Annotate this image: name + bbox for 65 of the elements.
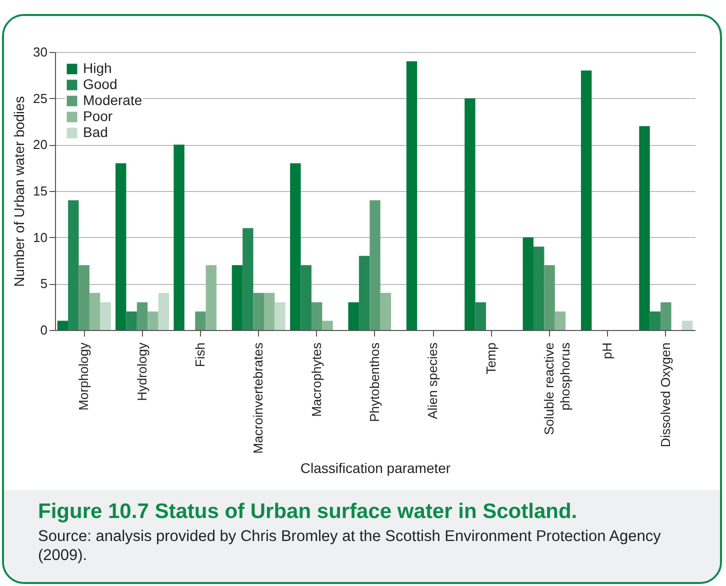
bar: [206, 265, 217, 330]
bar: [89, 292, 100, 330]
y-tick-label: 25: [33, 90, 48, 106]
bar: [158, 292, 170, 330]
text: Figure 10.7 Status of Urban surface water in Scotland.: [38, 500, 578, 524]
legend-label: Poor: [83, 108, 113, 124]
bar: [148, 311, 158, 330]
bar: [232, 265, 243, 330]
bar: [311, 302, 322, 330]
bar: [253, 292, 264, 330]
bar: [464, 98, 476, 330]
x-tick-label: Morphology: [76, 342, 92, 410]
bar: [300, 265, 312, 330]
bar: [348, 302, 359, 330]
bar: [290, 163, 301, 330]
y-tick-label: 10: [33, 230, 48, 245]
bar: [380, 292, 392, 330]
bar: [126, 311, 137, 330]
bar: [57, 320, 68, 330]
x-tick-label: Temp: [483, 342, 498, 374]
source-note: Source: analysis provided by Chris Bromley at the Scottish Environment Protection Agency (2009).: [38, 527, 662, 565]
bar: [682, 320, 693, 330]
bar: [274, 302, 286, 330]
x-tick-label: Alien species: [425, 342, 440, 420]
bar: [242, 228, 254, 330]
x-axis-title: Classification parameter: [300, 460, 451, 476]
legend-label: Good: [83, 76, 118, 92]
bar: [358, 256, 370, 330]
x-tick-label: Macroinvertebrates: [250, 342, 266, 454]
bar: [68, 200, 79, 330]
x-tick-label: Hydrology: [134, 342, 150, 402]
bar: [639, 126, 650, 330]
x-tick-label: Dissolved Oxygen: [658, 342, 673, 448]
legend-label: High: [83, 60, 112, 76]
bar: [195, 311, 206, 330]
bar: [100, 302, 111, 330]
x-tick-label: Fish: [192, 342, 208, 368]
x-tick-label: Phytobenthos: [367, 342, 382, 422]
y-tick-label: 0: [40, 322, 48, 338]
bar: [522, 237, 534, 330]
legend-label: Bad: [83, 124, 108, 140]
bar: [116, 163, 126, 330]
bar: [174, 144, 184, 330]
y-tick-label: 15: [33, 184, 48, 198]
y-tick-label: 5: [40, 276, 48, 292]
y-axis-title: Number of Urban water bodies: [11, 96, 28, 287]
bar: [580, 70, 592, 330]
y-tick-label: 30: [33, 44, 48, 60]
bar: [370, 200, 380, 330]
y-tick-label: 20: [33, 137, 48, 152]
legend-label: Moderate: [83, 92, 142, 108]
x-tick-label: Macrophytes: [308, 342, 324, 417]
bar: [78, 265, 90, 330]
bar: [650, 311, 661, 330]
bar: [554, 311, 566, 330]
bar: [264, 292, 275, 330]
x-tick-label: pH: [600, 342, 615, 360]
bar: [660, 302, 672, 330]
x-tick-label: Soluble reactive phosphorus: [542, 342, 573, 435]
bar: [322, 320, 333, 330]
bar: [475, 302, 486, 330]
bar: [544, 265, 555, 330]
bar: [136, 302, 148, 330]
bar: [406, 61, 418, 330]
bar: [533, 246, 544, 330]
